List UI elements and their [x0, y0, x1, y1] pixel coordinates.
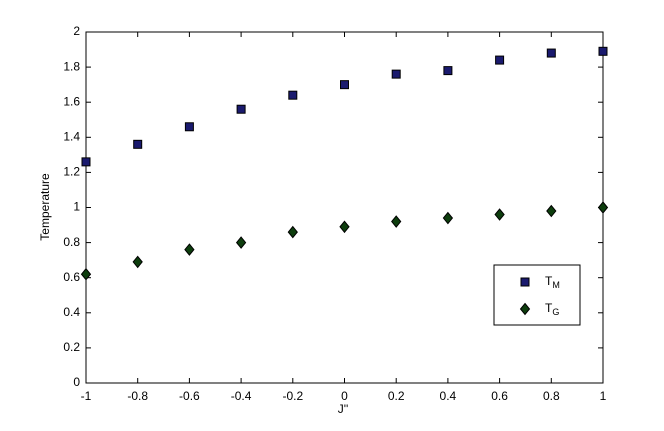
marker	[235, 236, 247, 249]
x-tick-label: -1	[81, 389, 92, 403]
y-tick-label: 0.6	[63, 270, 80, 284]
x-tick-label: 0.2	[388, 389, 405, 403]
marker	[598, 46, 608, 56]
marker	[81, 157, 91, 167]
y-tick-label: 2	[73, 24, 80, 38]
marker	[443, 66, 453, 76]
marker	[340, 80, 349, 90]
marker	[133, 139, 143, 149]
y-tick-label: 1.8	[63, 59, 80, 73]
legend-marker	[520, 277, 530, 287]
y-tick-label: 0.2	[63, 340, 80, 354]
y-tick-label: 0	[73, 375, 80, 389]
y-tick-label: 1.6	[63, 94, 80, 108]
x-tick-label: 0	[341, 389, 348, 403]
x-tick-label: 1	[600, 389, 607, 403]
marker	[546, 204, 557, 218]
marker	[80, 267, 92, 281]
marker	[287, 225, 298, 239]
x-tick-label: 0.4	[440, 389, 457, 403]
marker	[288, 90, 298, 100]
x-axis-label: J''	[338, 402, 349, 416]
marker	[494, 208, 505, 221]
x-tick-label: -0.4	[231, 389, 252, 403]
marker	[236, 104, 246, 114]
x-tick-label: 0.8	[543, 389, 560, 403]
y-tick-label: 1	[73, 200, 80, 214]
legend-box	[493, 264, 581, 326]
marker	[597, 201, 609, 214]
marker	[442, 211, 454, 225]
marker	[184, 243, 195, 256]
y-tick-label: 0.4	[63, 305, 80, 319]
legend-label: TG	[545, 301, 559, 317]
y-tick-label: 1.4	[63, 129, 80, 143]
x-tick-label: -0.2	[282, 389, 303, 403]
marker	[184, 122, 194, 132]
marker	[132, 255, 143, 269]
marker	[339, 220, 350, 234]
marker	[546, 48, 556, 58]
x-tick-label: -0.8	[127, 389, 148, 403]
legend-label: TM	[545, 274, 560, 290]
marker	[495, 55, 505, 65]
y-tick-label: 1.2	[63, 165, 80, 179]
x-tick-label: -0.6	[179, 389, 200, 403]
y-tick-label: 0.8	[63, 235, 80, 249]
legend-marker	[519, 302, 531, 316]
marker	[391, 215, 402, 228]
marker	[391, 69, 401, 79]
x-tick-label: 0.6	[491, 389, 508, 403]
y-axis-label: Temperature	[38, 173, 52, 241]
